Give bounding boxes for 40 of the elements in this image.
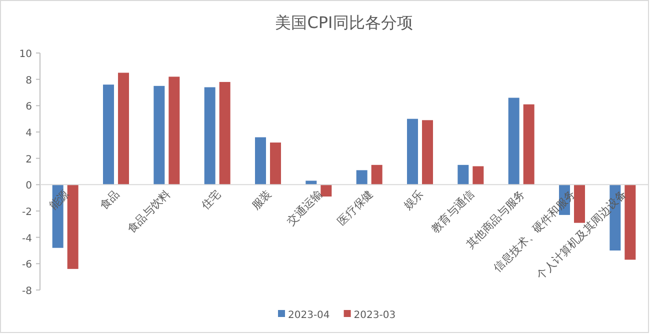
y-tick-label: -8 [22, 286, 32, 297]
bar [371, 164, 382, 185]
bar [103, 84, 114, 185]
x-tick-label: 食品与饮料 [124, 188, 173, 236]
bar [407, 118, 418, 185]
bar [270, 142, 281, 185]
bar [422, 120, 433, 185]
legend-label: 2023-04 [288, 310, 330, 321]
y-tick-label: 0 [26, 180, 32, 192]
x-tick-label: 服装 [249, 188, 274, 212]
x-tick-label: 医疗保健 [335, 188, 376, 228]
y-tick-label: 8 [26, 75, 32, 86]
bar [255, 137, 266, 185]
x-tick-label: 住宅 [198, 188, 224, 212]
bar [118, 72, 129, 185]
bar [472, 166, 484, 185]
bar [574, 184, 585, 223]
bar [523, 104, 534, 185]
y-tick-label: 6 [26, 102, 32, 113]
chart-title: 美国CPI同比各分项 [275, 13, 413, 32]
bar [624, 184, 636, 260]
bar [508, 98, 520, 185]
y-tick-label: -6 [22, 260, 32, 271]
bar [356, 170, 368, 185]
y-tick-label: 10 [19, 49, 32, 60]
y-tick-label: 4 [26, 128, 32, 139]
bar [320, 184, 332, 197]
x-tick-label: 娱乐 [401, 188, 426, 212]
bar [458, 164, 469, 185]
x-tick-label: 食品 [97, 188, 122, 212]
x-tick-label: 交通运输 [284, 188, 325, 228]
legend-label: 2023-03 [354, 310, 396, 321]
bar [219, 82, 230, 185]
bar [204, 87, 216, 185]
x-tick-label: 能源 [46, 188, 72, 212]
y-tick-label: 2 [26, 154, 32, 166]
bar [168, 76, 180, 185]
y-tick-label: -4 [22, 233, 32, 244]
y-tick-label: -2 [22, 207, 32, 218]
bar [154, 86, 165, 185]
